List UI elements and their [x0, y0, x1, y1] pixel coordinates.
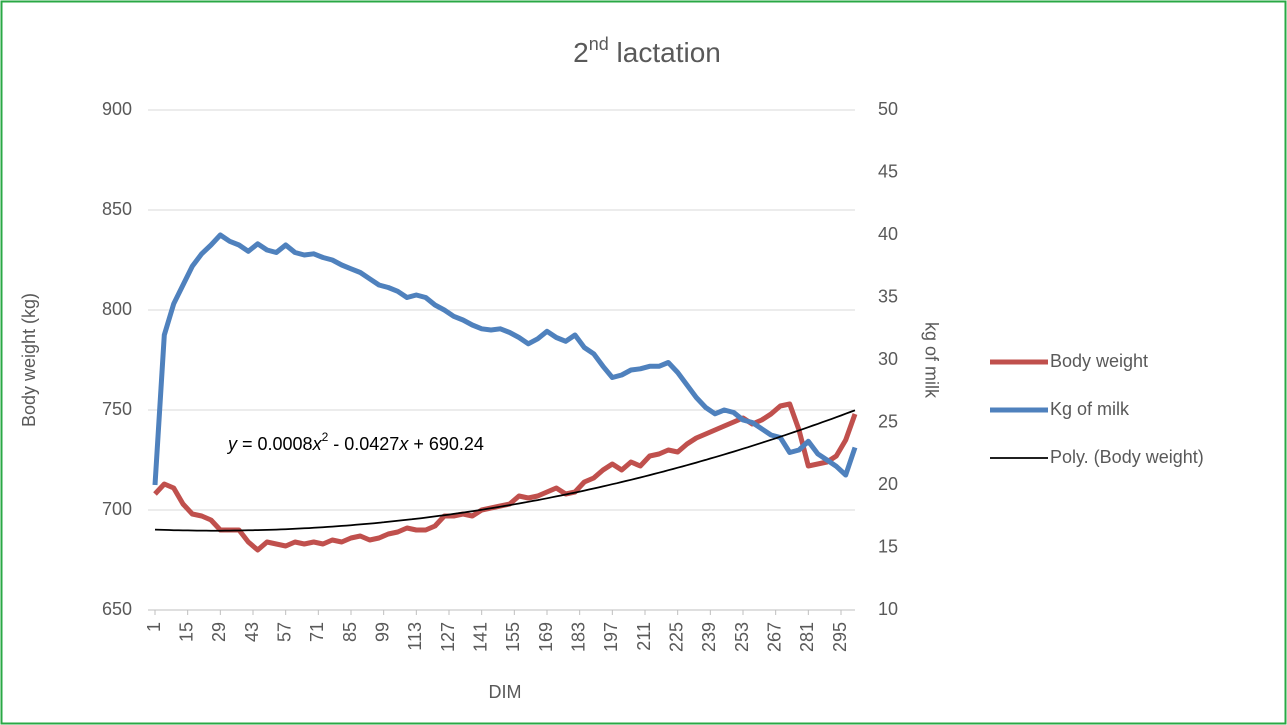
- eq-part: y: [226, 434, 238, 454]
- x-tick-label: 113: [405, 622, 425, 651]
- title-rest: lactation: [609, 37, 721, 68]
- x-tick-label: 141: [470, 622, 490, 652]
- y-tick-label: 850: [102, 199, 132, 219]
- x-tick-label: 29: [209, 622, 229, 642]
- x-tick-label: 99: [372, 622, 392, 642]
- eq-part: x: [398, 434, 409, 454]
- eq-part: 2: [322, 430, 329, 444]
- legend-label: Kg of milk: [1050, 399, 1130, 419]
- y-tick-label: 700: [102, 499, 132, 519]
- x-tick-label: 57: [274, 622, 294, 642]
- x-tick-label: 225: [666, 622, 686, 652]
- eq-part: - 0.0427: [328, 434, 399, 454]
- x-tick-label: 43: [242, 622, 262, 642]
- x-tick-label: 169: [536, 622, 556, 652]
- eq-part: = 0.0008: [237, 434, 313, 454]
- y2-tick-label: 30: [878, 349, 898, 369]
- y2-tick-label: 10: [878, 599, 898, 619]
- y2-tick-label: 35: [878, 286, 898, 306]
- data-line: [153, 401, 858, 553]
- x-tick-label: 281: [797, 622, 817, 652]
- y2-axis-title: kg of milk: [921, 322, 941, 399]
- x-tick-label: 71: [307, 622, 327, 642]
- x-tick-label: 295: [830, 622, 850, 652]
- x-axis-title: DIM: [489, 682, 522, 702]
- y2-tick-label: 40: [878, 224, 898, 244]
- y2-tick-label: 15: [878, 536, 898, 556]
- x-tick-label: 253: [732, 622, 752, 652]
- y-tick-label: 900: [102, 99, 132, 119]
- legend-label: Body weight: [1050, 351, 1148, 371]
- legend-label: Poly. (Body weight): [1050, 447, 1204, 467]
- chart-title: 2nd lactation: [573, 34, 721, 69]
- x-tick-label: 1: [144, 622, 164, 632]
- y2-tick-label: 50: [878, 99, 898, 119]
- x-tick-label: 183: [568, 622, 588, 652]
- y-tick-label: 650: [102, 599, 132, 619]
- y2-tick-label: 20: [878, 474, 898, 494]
- y-tick-label: 800: [102, 299, 132, 319]
- x-tick-label: 85: [340, 622, 360, 642]
- x-tick-label: 197: [601, 622, 621, 652]
- trend-equation: y = 0.0008x2 - 0.0427x + 690.24: [226, 430, 484, 454]
- x-tick-label: 239: [699, 622, 719, 652]
- x-tick-label: 211: [634, 622, 654, 651]
- data-line: [152, 232, 858, 486]
- eq-part: x: [312, 434, 323, 454]
- title-sup: nd: [589, 34, 609, 54]
- y-tick-label: 750: [102, 399, 132, 419]
- eq-part: + 690.24: [408, 434, 484, 454]
- title-base: 2: [573, 37, 589, 68]
- y2-tick-label: 25: [878, 411, 898, 431]
- x-tick-label: 127: [438, 622, 458, 652]
- y2-tick-label: 45: [878, 161, 898, 181]
- y-axis-title: Body weight (kg): [19, 293, 39, 427]
- trendline: [154, 409, 856, 532]
- x-tick-label: 155: [503, 622, 523, 652]
- x-tick-label: 15: [176, 622, 196, 642]
- x-tick-label: 267: [764, 622, 784, 652]
